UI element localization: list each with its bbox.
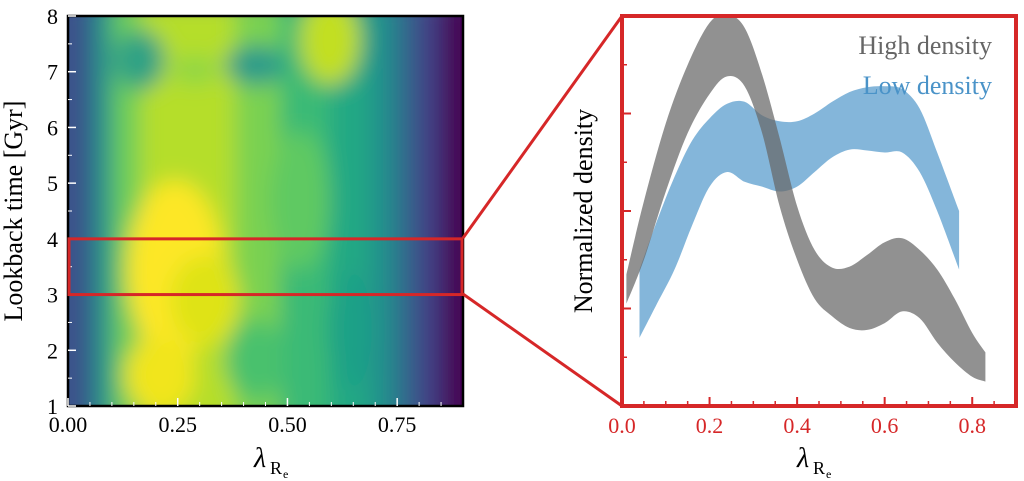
density-bands (626, 16, 986, 382)
heatmap-y-tick-label: 7 (47, 60, 58, 85)
connector-top-line (461, 15, 624, 239)
density-y-axis-label: Normalized density (569, 109, 598, 313)
density-x-axis-label-sub: R (813, 458, 825, 478)
heatmap-y-tick-label: 5 (47, 171, 58, 196)
density-x-axis-label-main: λ (796, 443, 809, 474)
heatmap-x-tick-label: 0.25 (158, 412, 197, 437)
zoom-connector (461, 15, 624, 408)
density-x-tick-label: 0.4 (783, 413, 811, 438)
heatmap-y-tick-label: 3 (47, 283, 58, 308)
heatmap-x-tick-label: 0.50 (268, 412, 307, 437)
heatmap-y-tick-label: 8 (47, 4, 58, 29)
heatmap-x-axis-label-main: λ (253, 443, 266, 474)
heatmap-x-tick-label: 0.00 (49, 412, 88, 437)
heatmap-y-axis-label: Lookback time [Gyr] (0, 101, 28, 322)
heatmap-y-tick-label: 1 (47, 394, 58, 419)
density-ticks (621, 15, 995, 407)
density-x-tick-label: 0.0 (608, 413, 636, 438)
density-x-tick-label: 0.8 (958, 413, 986, 438)
heatmap-y-tick-label: 4 (47, 227, 58, 252)
density-tick-labels: 0.0 0.2 0.4 0.6 0.8 (608, 413, 986, 438)
density-x-tick-label: 0.2 (696, 413, 724, 438)
heatmap-y-tick-label: 6 (47, 115, 58, 140)
heatmap-tick-labels: 0.00 0.25 0.50 0.75 1 2 3 4 5 6 7 8 (47, 4, 416, 437)
band-high-density (626, 16, 986, 382)
legend-entry-high-density: High density (858, 31, 992, 60)
band-low-density (639, 86, 960, 338)
density-x-axis-label: λ R e (796, 443, 831, 481)
density-panel: 0.0 0.2 0.4 0.6 0.8 Normalized density λ R e… (569, 14, 1018, 481)
highlight-box (67, 237, 464, 297)
legend-entry-low-density: Low density (863, 71, 992, 100)
heatmap-y-tick-label: 2 (47, 338, 58, 363)
density-x-axis-label-subsub: e (826, 467, 831, 481)
heatmap-x-axis-label: λ R e (253, 443, 288, 481)
heatmap-x-axis-label-subsub: e (283, 467, 288, 481)
heatmap-image (68, 16, 463, 406)
heatmap-x-axis-label-sub: R (270, 458, 282, 478)
heatmap-x-tick-label: 0.75 (378, 412, 417, 437)
connector-bottom-line (462, 292, 623, 408)
legend: High density Low density (858, 31, 992, 100)
density-x-tick-label: 0.6 (871, 413, 899, 438)
heatmap-panel: 0.00 0.25 0.50 0.75 1 2 3 4 5 6 7 8 Lookback time [… (0, 4, 465, 481)
